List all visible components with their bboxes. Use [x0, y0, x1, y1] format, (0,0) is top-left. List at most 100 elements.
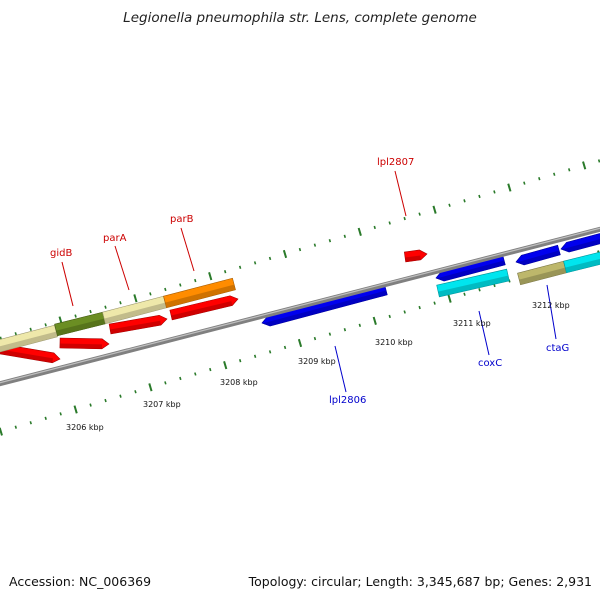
scale-label-3211: 3211 kbp: [453, 319, 491, 328]
backbone-layer: [0, 226, 600, 387]
inner-ring-minor-tick: [29, 421, 32, 425]
leader-lpl2807: [394, 170, 407, 217]
inner-ring-minor-tick: [283, 345, 287, 350]
genome-backbone: [0, 226, 600, 387]
forward-cds-2-shade: [59, 343, 102, 349]
gene-label-ctaG[interactable]: ctaG: [546, 343, 569, 354]
forward-cds-lpl2807-shade: [405, 255, 421, 262]
accession-text: Accession: NC_006369: [9, 574, 152, 589]
inner-ring-minor-tick: [343, 328, 347, 332]
inner-ring-minor-tick: [104, 398, 107, 403]
cog-band-parB-shade: [165, 284, 236, 308]
cog-band-parA-shade: [104, 302, 167, 324]
outer-ring-minor-tick: [298, 247, 302, 252]
inner-ring-major-tick: [0, 427, 3, 436]
inner-ring-minor-tick: [388, 314, 391, 319]
inner-ring-minor-tick: [89, 403, 92, 407]
outer-ring-minor-tick: [553, 172, 556, 176]
inner-ring-minor-tick: [209, 367, 212, 372]
scale-label-3206: 3206 kbp: [66, 423, 104, 432]
reverse-cds-ctaG-shade: [516, 250, 561, 265]
leader-parB: [180, 227, 195, 272]
inner-ring-minor-tick: [463, 292, 466, 296]
gene-label-lpl2806[interactable]: lpl2806: [329, 395, 366, 406]
outer-ring-minor-tick: [478, 194, 481, 199]
gene-label-coxC[interactable]: coxC: [478, 358, 502, 369]
inner-ring-major-tick: [297, 338, 303, 348]
inner-ring-minor-tick: [253, 354, 257, 358]
inner-ring-major-tick: [447, 294, 452, 303]
outer-ring-minor-tick: [493, 190, 496, 194]
inner-ring-minor-tick: [59, 412, 62, 416]
feature-tracks: [0, 233, 600, 364]
outer-ring-minor-tick: [403, 216, 406, 221]
outer-ring-minor-tick: [313, 243, 317, 247]
inner-ring-minor-tick: [119, 394, 122, 398]
outer-ring-minor-tick: [164, 287, 167, 292]
cog-band-2-shade: [565, 258, 600, 273]
inner-ring-minor-tick: [268, 350, 272, 354]
outer-ring-minor-tick: [149, 292, 152, 296]
inner-ring-major-tick: [148, 383, 153, 392]
inner-ring-minor-tick: [134, 390, 137, 394]
scale-label-3212: 3212 kbp: [532, 301, 570, 310]
label-leader-lines: [61, 170, 557, 393]
outer-ring-major-tick: [582, 161, 587, 170]
outer-ring-major-tick: [133, 294, 138, 303]
gene-label-gidB[interactable]: gidB: [50, 248, 72, 259]
forward-cds-3-shade: [110, 320, 161, 334]
outer-ring-major-tick: [208, 272, 213, 281]
outer-ring-minor-tick: [253, 261, 257, 265]
inner-ring-minor-tick: [478, 288, 481, 292]
cog-band-gidB-shade: [56, 318, 106, 336]
inner-ring-minor-tick: [194, 372, 197, 376]
inner-ring-minor-tick: [44, 416, 47, 420]
inner-ring-minor-tick: [14, 425, 17, 429]
outer-ring-major-tick: [282, 249, 288, 259]
outer-ring-minor-tick: [268, 256, 272, 261]
outer-ring-minor-tick: [418, 212, 421, 216]
scale-label-3210: 3210 kbp: [375, 338, 413, 347]
map-title: Legionella pneumophila str. Lens, comple…: [123, 10, 477, 26]
leader-lpl2806: [334, 345, 347, 393]
outer-ring-major-tick: [357, 227, 362, 236]
reverse-cds-3-shade: [561, 239, 600, 253]
outer-ring-minor-tick: [104, 305, 107, 309]
outer-ring-minor-tick: [223, 270, 227, 274]
forward-cds-4-shade: [171, 301, 233, 320]
inner-ring-minor-tick: [328, 332, 332, 336]
outer-ring-minor-tick: [448, 203, 451, 207]
genome-summary-text: Topology: circular; Length: 3,345,687 bp…: [248, 574, 592, 589]
gene-label-parB[interactable]: parB: [170, 214, 194, 225]
outer-ring-minor-tick: [523, 181, 526, 185]
gene-label-parA[interactable]: parA: [103, 233, 127, 244]
inner-ring-minor-tick: [418, 305, 421, 310]
cog-band-coxC-shade: [438, 275, 510, 297]
inner-ring-minor-tick: [238, 359, 242, 363]
outer-ring-minor-tick: [14, 332, 17, 336]
outer-ring-minor-tick: [343, 234, 347, 238]
cog-band-ctaG-shade: [519, 267, 567, 285]
outer-ring-minor-tick: [89, 309, 92, 314]
outer-ring-minor-tick: [74, 314, 77, 318]
scale-label-3208: 3208 kbp: [220, 378, 258, 387]
gene-label-lpl2807[interactable]: lpl2807: [377, 157, 414, 168]
outer-tick-ring: [0, 159, 600, 340]
inner-ring-major-tick: [372, 316, 377, 325]
inner-ring-minor-tick: [433, 301, 436, 305]
genome-backbone-highlight: [0, 227, 600, 384]
inner-ring-major-tick: [223, 361, 228, 370]
outer-ring-minor-tick: [388, 221, 391, 225]
outer-ring-minor-tick: [463, 199, 466, 203]
outer-ring-minor-tick: [179, 283, 182, 287]
inner-ring-minor-tick: [164, 381, 167, 385]
outer-ring-minor-tick: [194, 278, 197, 283]
leader-coxC: [478, 310, 490, 356]
outer-ring-minor-tick: [29, 327, 32, 331]
outer-ring-minor-tick: [238, 265, 242, 269]
outer-ring-minor-tick: [373, 225, 376, 230]
leader-ctaG: [546, 284, 557, 340]
outer-ring-minor-tick: [119, 301, 122, 305]
scale-label-3207: 3207 kbp: [143, 400, 181, 409]
scale-label-3209: 3209 kbp: [298, 357, 336, 366]
